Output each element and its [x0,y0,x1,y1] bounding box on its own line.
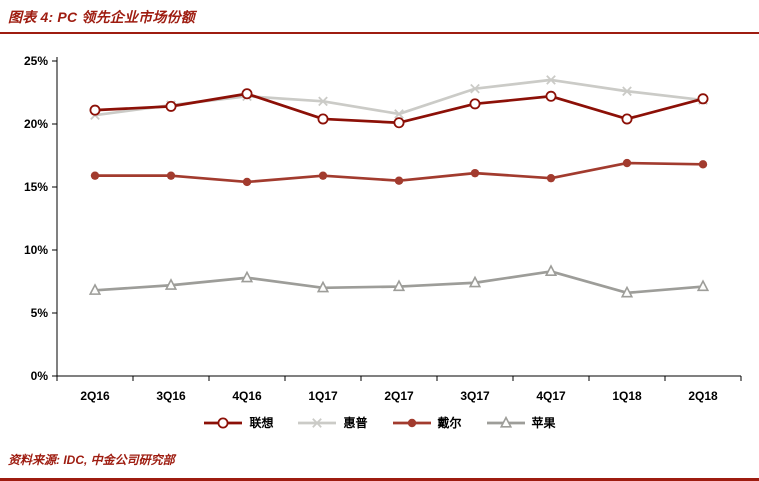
svg-text:2Q16: 2Q16 [80,389,110,403]
svg-text:4Q16: 4Q16 [232,389,262,403]
legend-item-苹果: 苹果 [486,414,556,431]
legend-item-联想: 联想 [203,414,273,431]
legend-marker-icon [204,417,243,428]
legend-marker-icon [392,418,431,427]
svg-text:20%: 20% [24,117,48,131]
svg-text:15%: 15% [24,180,48,194]
legend-label: 戴尔 [437,416,462,430]
legend-label: 苹果 [531,416,556,430]
legend-label: 联想 [249,416,274,430]
svg-text:0%: 0% [31,369,49,383]
bottom-rule [0,478,759,481]
chart-legend: 联想 惠普 戴尔 苹果 [0,414,759,431]
svg-text:3Q17: 3Q17 [460,389,490,403]
svg-text:3Q16: 3Q16 [156,389,186,403]
svg-text:25%: 25% [24,54,48,68]
figure-title: 图表 4: PC 领先企业市场份额 [8,9,195,25]
svg-text:1Q17: 1Q17 [308,389,338,403]
legend-label: 惠普 [343,416,368,430]
legend-marker-icon [298,417,337,428]
series-联想 [89,88,709,129]
line-chart: 0% 5% 10% 15% 20% 25% 2Q16 3Q16 4Q16 1Q17 2Q17 3Q17… [24,54,742,403]
svg-text:2Q17: 2Q17 [384,389,414,403]
series-戴尔 [90,158,708,187]
series-惠普 [90,75,708,121]
legend-marker-icon [486,415,525,428]
svg-text:4Q17: 4Q17 [536,389,566,403]
legend-item-惠普: 惠普 [297,414,368,431]
svg-text:5%: 5% [31,306,49,320]
figure-header: 图表 4: PC 领先企业市场份额 [0,0,759,34]
svg-text:1Q18: 1Q18 [612,389,642,403]
series-苹果 [88,264,710,298]
legend-item-戴尔: 戴尔 [392,414,462,431]
svg-text:2Q18: 2Q18 [688,389,718,403]
svg-text:10%: 10% [24,243,48,257]
source-note: 资料来源: IDC, 中金公司研究部 [8,453,175,467]
